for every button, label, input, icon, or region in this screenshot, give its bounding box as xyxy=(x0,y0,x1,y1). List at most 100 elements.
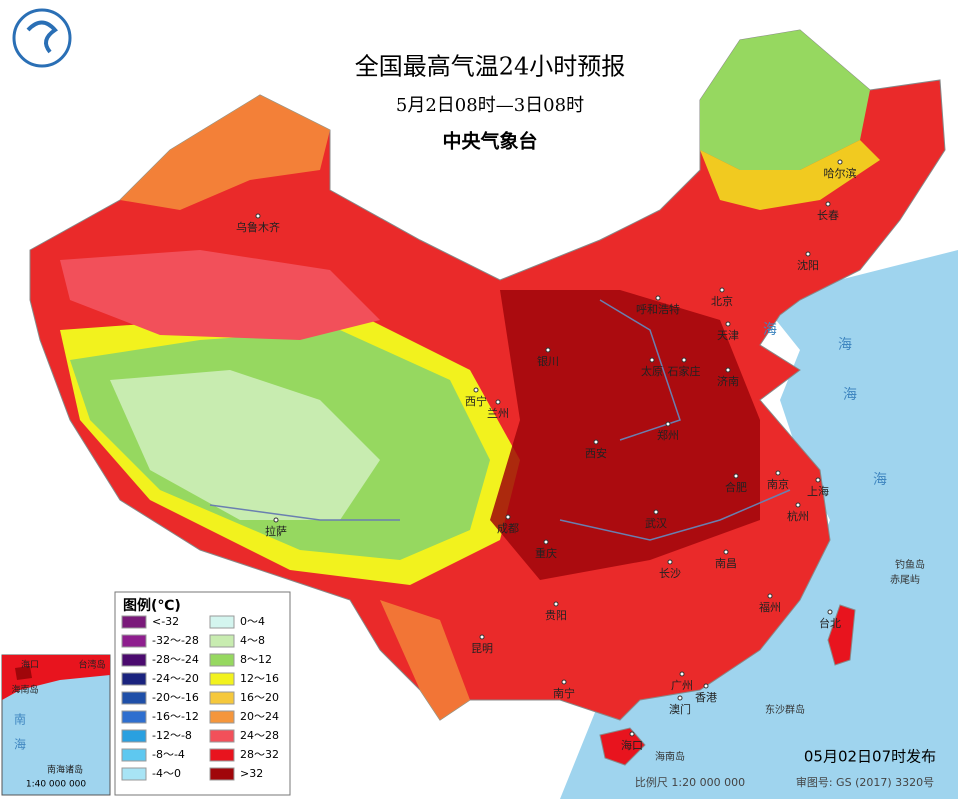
legend-swatch xyxy=(121,615,147,629)
sea-label: 海 xyxy=(873,472,887,488)
city-label: 郑州 xyxy=(657,428,679,442)
city-label: 成都 xyxy=(497,522,519,535)
city-dot xyxy=(505,514,511,520)
city-label: 上海 xyxy=(807,484,829,498)
city-dot xyxy=(827,609,833,615)
city-label: 长春 xyxy=(817,209,839,222)
scale: 比例尺 1:20 000 000 xyxy=(635,775,745,789)
city-dot xyxy=(719,287,725,293)
legend-swatch xyxy=(121,672,147,686)
inset-label: 海 xyxy=(14,737,26,752)
city-label: 拉萨 xyxy=(265,524,287,538)
city-dot xyxy=(593,439,599,445)
city-label: 石家庄 xyxy=(668,364,701,378)
city-dot xyxy=(837,159,843,165)
legend-swatch xyxy=(121,653,147,667)
city-dot xyxy=(543,539,549,545)
city-label: 北京 xyxy=(711,294,733,308)
legend-swatch xyxy=(121,767,147,781)
city-label: 西宁 xyxy=(465,394,487,408)
subtitle: 5月2日08时—3日08时 xyxy=(396,95,584,116)
city-label: 长沙 xyxy=(659,567,681,580)
city-dot xyxy=(703,683,709,689)
inset-label: 海南岛 xyxy=(11,684,38,696)
city-label: 重庆 xyxy=(535,546,557,560)
legend-label: <-32 xyxy=(152,615,179,628)
issued: 05月02日07时发布 xyxy=(804,748,936,766)
legend-label: -16～-12 xyxy=(152,710,199,723)
city-label: 哈尔滨 xyxy=(824,166,857,180)
legend-title: 图例(℃) xyxy=(123,597,181,614)
legend-label: 16～20 xyxy=(240,691,279,704)
city-label: 呼和浩特 xyxy=(636,302,680,316)
city-dot xyxy=(825,201,831,207)
legend-label: -32～-28 xyxy=(152,634,199,647)
legend-swatch xyxy=(209,710,235,724)
city-dot xyxy=(795,502,801,508)
city-label: 贵阳 xyxy=(545,609,567,622)
inset-scale: 1:40 000 000 xyxy=(26,780,87,790)
city-dot xyxy=(775,470,781,476)
city-dot xyxy=(495,399,501,405)
agency: 中央气象台 xyxy=(442,130,537,153)
legend-label: 4～8 xyxy=(240,634,265,647)
legend-label: 8～12 xyxy=(240,653,272,666)
title: 全国最高气温24小时预报 xyxy=(355,53,626,81)
city-label: 沈阳 xyxy=(797,258,819,272)
legend-swatch xyxy=(121,634,147,648)
city-label: 武汉 xyxy=(645,517,667,530)
city-dot xyxy=(815,477,821,483)
legend-swatch xyxy=(209,729,235,743)
city-dot xyxy=(479,634,485,640)
city-label: 海口 xyxy=(621,738,643,752)
legend-label: -24～-20 xyxy=(152,672,199,685)
city-label: 西安 xyxy=(585,446,607,460)
city-dot xyxy=(255,213,261,219)
city-label: 合肥 xyxy=(725,480,747,494)
sea-label: 海 xyxy=(838,337,852,353)
city-label: 南京 xyxy=(767,477,789,491)
city-label: 杭州 xyxy=(787,509,809,523)
city-label: 济南 xyxy=(717,374,739,388)
city-dot xyxy=(681,357,687,363)
city-dot xyxy=(767,593,773,599)
city-label: 兰州 xyxy=(487,407,509,420)
city-label: 台北 xyxy=(819,616,841,630)
legend-swatch xyxy=(209,691,235,705)
city-dot xyxy=(667,559,673,565)
legend-label: 12～16 xyxy=(240,672,279,685)
city-label: 南宁 xyxy=(553,686,575,700)
sea-label: 钓鱼岛 xyxy=(895,558,925,571)
sea-label: 海 xyxy=(763,322,777,338)
legend-label: -28～-24 xyxy=(152,653,199,666)
legend-label: 24～28 xyxy=(240,729,279,742)
sea-label: 海 xyxy=(843,387,857,403)
legend-label: 20～24 xyxy=(240,710,279,723)
legend-label: -12～-8 xyxy=(152,729,192,742)
city-label: 天津 xyxy=(717,329,739,342)
city-dot xyxy=(545,347,551,353)
city-label: 银川 xyxy=(537,354,559,368)
sea-label: 赤尾屿 xyxy=(890,574,920,586)
city-dot xyxy=(733,473,739,479)
legend-swatch xyxy=(209,672,235,686)
city-dot xyxy=(653,509,659,515)
legend-label: -8～-4 xyxy=(152,748,185,761)
city-dot xyxy=(473,387,479,393)
inset-label: 台湾岛 xyxy=(78,659,105,671)
city-dot xyxy=(679,671,685,677)
legend-label: 28～32 xyxy=(240,748,279,761)
city-label: 乌鲁木齐 xyxy=(236,220,280,234)
city-dot xyxy=(649,357,655,363)
inset-label: 南海诸岛 xyxy=(47,764,83,776)
legend-swatch xyxy=(121,691,147,705)
sea-label: 东沙群岛 xyxy=(765,703,805,716)
legend-swatch xyxy=(209,748,235,762)
city-dot xyxy=(805,251,811,257)
city-dot xyxy=(723,549,729,555)
city-dot xyxy=(725,321,731,327)
city-dot xyxy=(273,517,279,523)
city-dot xyxy=(629,731,635,737)
